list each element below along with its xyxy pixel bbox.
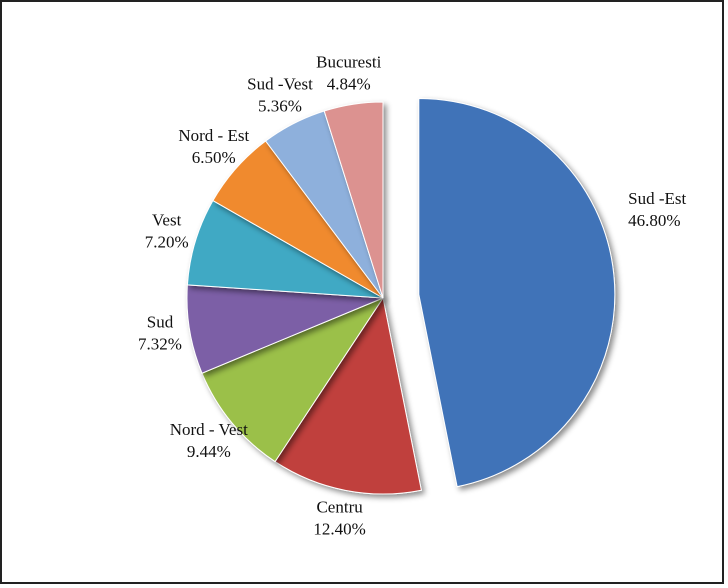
value-label: 6.50% bbox=[192, 148, 236, 167]
value-label: 5.36% bbox=[258, 97, 302, 116]
category-label: Nord - Est bbox=[178, 126, 249, 145]
value-label: 12.40% bbox=[313, 520, 365, 539]
pie-slice bbox=[201, 296, 385, 463]
value-label: 9.44% bbox=[187, 442, 231, 461]
value-label: 7.20% bbox=[145, 233, 189, 252]
category-label: Vest bbox=[152, 211, 182, 230]
value-label: 7.32% bbox=[138, 335, 182, 354]
labels: Sud -Est 46.80% Centru 12.40% Nord - Vest 9.4… bbox=[138, 53, 686, 539]
value-label: 4.84% bbox=[327, 75, 371, 94]
pie-slice bbox=[274, 296, 422, 495]
category-label: Sud -Est bbox=[628, 189, 686, 208]
category-label: Sud bbox=[147, 313, 174, 332]
category-label: Sud -Vest bbox=[247, 75, 313, 94]
value-label: 46.80% bbox=[628, 211, 680, 230]
pie-slice bbox=[323, 101, 384, 299]
category-label: Bucuresti bbox=[316, 53, 381, 72]
category-label: Nord - Vest bbox=[170, 420, 248, 439]
category-label: Centru bbox=[316, 498, 363, 517]
pie bbox=[186, 97, 616, 495]
pie-slice bbox=[418, 97, 616, 488]
